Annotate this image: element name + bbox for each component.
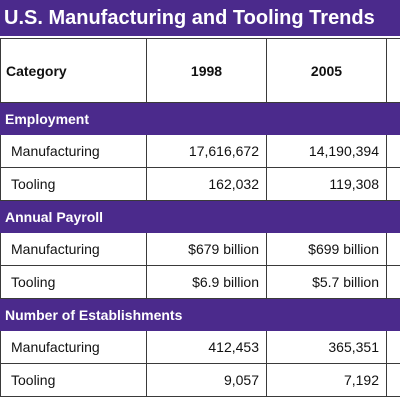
cell-next [386,134,400,168]
table-row: Tooling 162,032 119,308 [0,167,400,201]
trends-table: Category 1998 2005 Employment Manufactur… [0,38,400,397]
column-header-category: Category [0,38,147,103]
row-label: Tooling [0,265,147,299]
column-header-next [386,38,400,103]
table-row: Manufacturing 412,453 365,351 [0,330,400,364]
cell-2005: $699 billion [266,232,387,266]
row-label: Manufacturing [0,232,147,266]
column-header-1998: 1998 [146,38,267,103]
table-row: Manufacturing 17,616,672 14,190,394 [0,134,400,168]
cell-2005: 119,308 [266,167,387,201]
cell-next [386,167,400,201]
table-row: Tooling $6.9 billion $5.7 billion [0,265,400,299]
cell-1998: $679 billion [146,232,267,266]
row-label: Manufacturing [0,330,147,364]
section-title: Number of Establishments [0,298,400,331]
cell-2005: 14,190,394 [266,134,387,168]
cell-1998: $6.9 billion [146,265,267,299]
row-label: Manufacturing [0,134,147,168]
section-title: Employment [0,102,400,135]
row-label: Tooling [0,167,147,201]
cell-1998: 9,057 [146,363,267,397]
header-row: Category 1998 2005 [0,38,400,103]
section-header-number-of-establishments: Number of Establishments [0,298,400,331]
cell-2005: 365,351 [266,330,387,364]
table-row: Manufacturing $679 billion $699 billion [0,232,400,266]
cell-next [386,363,400,397]
cell-2005: $5.7 billion [266,265,387,299]
table-row: Tooling 9,057 7,192 [0,363,400,397]
cell-1998: 17,616,672 [146,134,267,168]
cell-next [386,330,400,364]
column-header-2005: 2005 [266,38,387,103]
section-header-annual-payroll: Annual Payroll [0,200,400,233]
cell-next [386,265,400,299]
cell-next [386,232,400,266]
row-label: Tooling [0,363,147,397]
section-header-employment: Employment [0,102,400,135]
cell-1998: 162,032 [146,167,267,201]
cell-2005: 7,192 [266,363,387,397]
section-title: Annual Payroll [0,200,400,233]
table-title: U.S. Manufacturing and Tooling Trends [0,0,400,36]
cell-1998: 412,453 [146,330,267,364]
